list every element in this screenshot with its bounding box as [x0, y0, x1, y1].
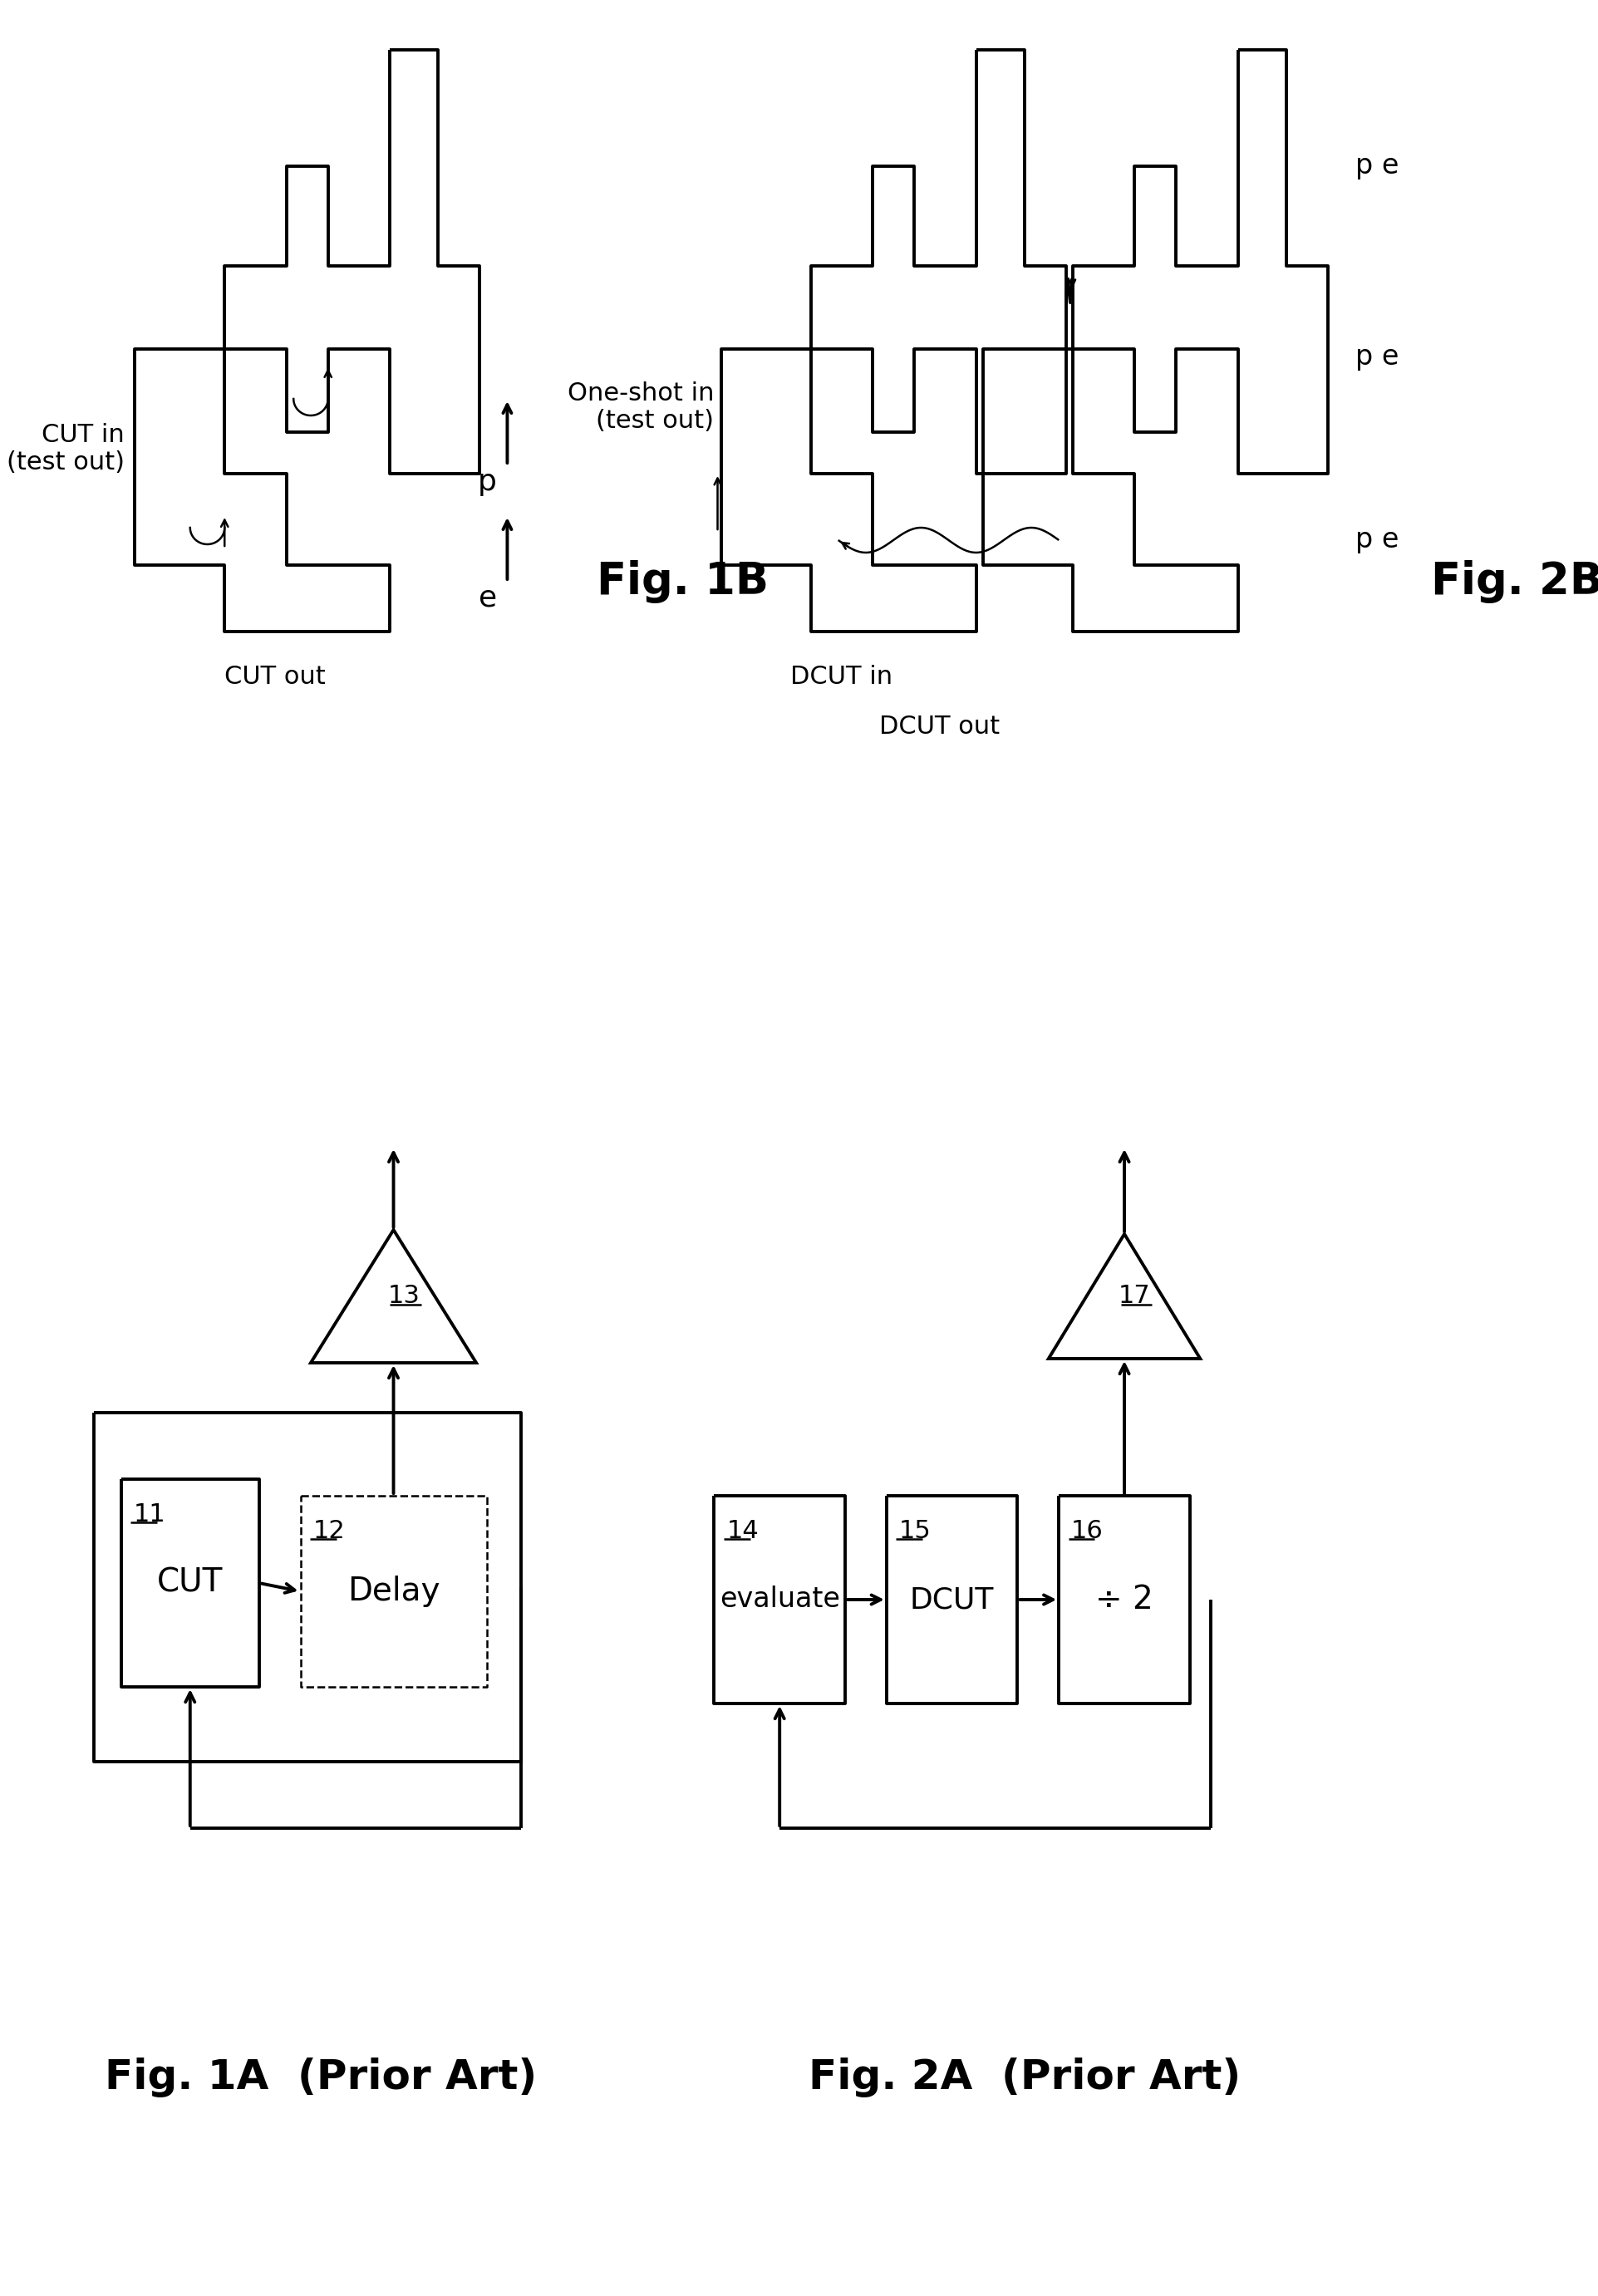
Text: CUT: CUT [157, 1568, 224, 1598]
Text: Fig. 2B: Fig. 2B [1432, 560, 1598, 604]
Text: DCUT: DCUT [909, 1587, 994, 1614]
Text: ÷ 2: ÷ 2 [1095, 1584, 1154, 1616]
Text: 13: 13 [388, 1283, 420, 1309]
Text: p e: p e [1355, 344, 1398, 372]
Text: 14: 14 [727, 1520, 759, 1543]
Text: 12: 12 [313, 1520, 345, 1543]
Text: p e: p e [1355, 526, 1398, 553]
Text: 11: 11 [134, 1502, 166, 1527]
Text: CUT in
(test out): CUT in (test out) [6, 422, 125, 475]
Text: CUT out: CUT out [225, 666, 326, 689]
Text: 16: 16 [1071, 1520, 1104, 1543]
Text: DCUT in: DCUT in [789, 666, 892, 689]
Text: p e: p e [1355, 152, 1398, 179]
Text: Fig. 1B: Fig. 1B [598, 560, 769, 604]
Text: 17: 17 [1119, 1283, 1151, 1309]
Text: 15: 15 [900, 1520, 932, 1543]
Text: Fig. 1A  (Prior Art): Fig. 1A (Prior Art) [105, 2057, 537, 2096]
Text: Delay: Delay [347, 1575, 439, 1607]
Text: Fig. 2A  (Prior Art): Fig. 2A (Prior Art) [809, 2057, 1240, 2096]
Text: e: e [478, 583, 497, 613]
Text: p: p [478, 468, 497, 496]
Text: DCUT out: DCUT out [879, 714, 1000, 739]
Text: One-shot in
(test out): One-shot in (test out) [567, 381, 714, 434]
Text: evaluate: evaluate [719, 1587, 841, 1614]
